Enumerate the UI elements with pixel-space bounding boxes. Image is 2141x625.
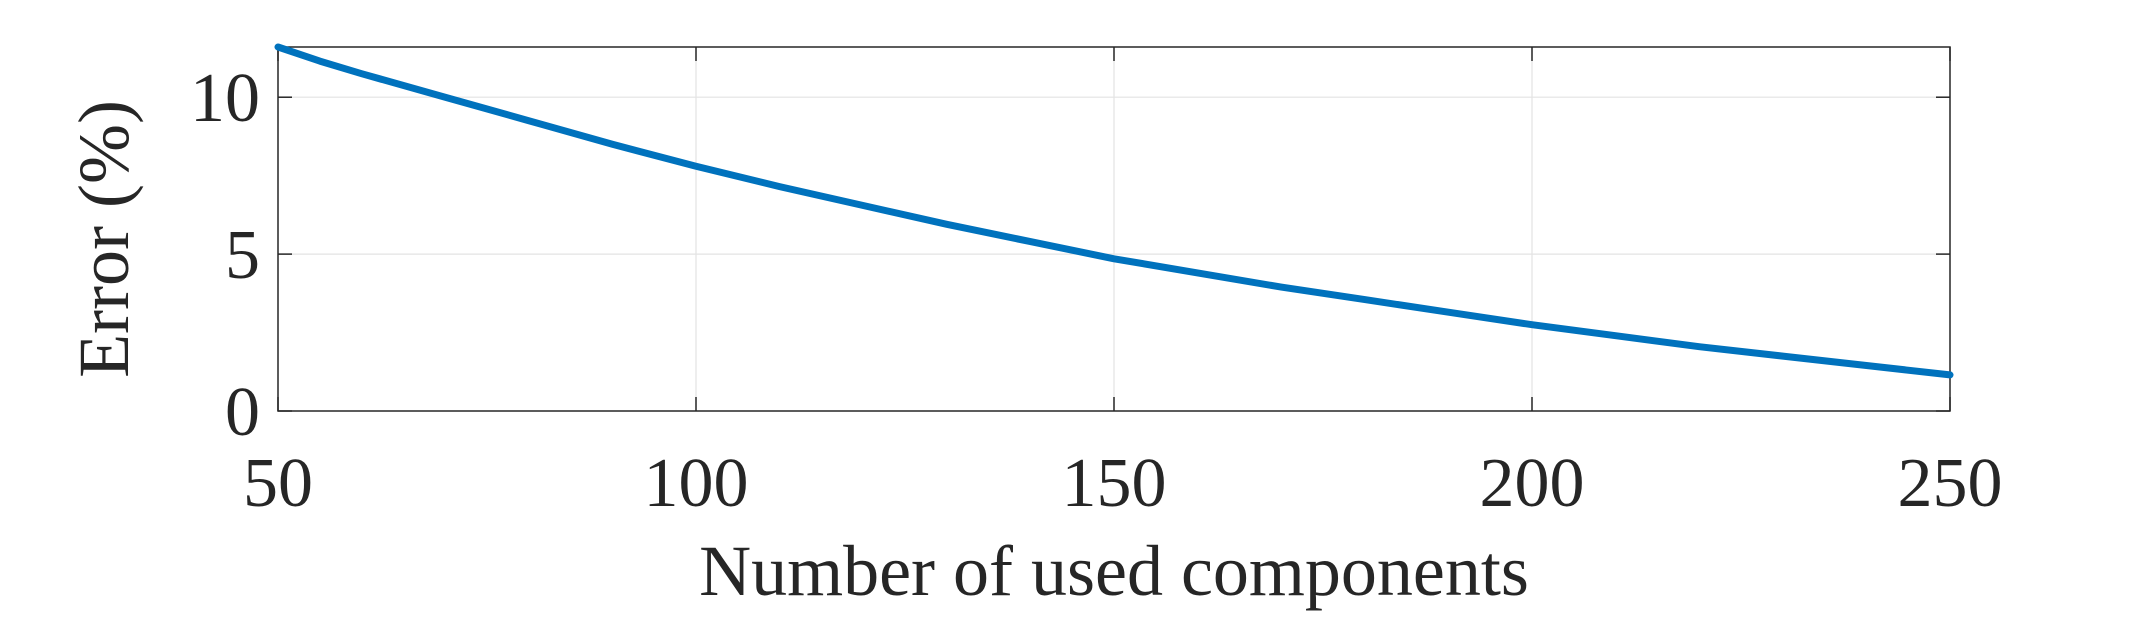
y-tick-label: 0: [225, 374, 260, 451]
x-tick-label: 150: [1062, 445, 1167, 522]
x-tick-label: 100: [644, 445, 749, 522]
series-line: [274, 43, 1954, 379]
y-tick-label: 10: [190, 60, 260, 137]
y-tick-label: 5: [225, 217, 260, 294]
axis-ticks: [277, 47, 1951, 412]
series-layer: [274, 43, 1954, 379]
x-tick-label: 250: [1898, 445, 2003, 522]
x-tick-labels: 50 100 150 200 250: [243, 445, 2003, 522]
y-tick-labels: 0 5 10: [190, 60, 260, 451]
y-axis-title: Error (%): [64, 100, 144, 378]
grid: [278, 47, 1950, 411]
x-tick-label: 50: [243, 445, 313, 522]
x-axis-title: Number of used components: [699, 531, 1529, 611]
x-tick-label: 200: [1480, 445, 1585, 522]
